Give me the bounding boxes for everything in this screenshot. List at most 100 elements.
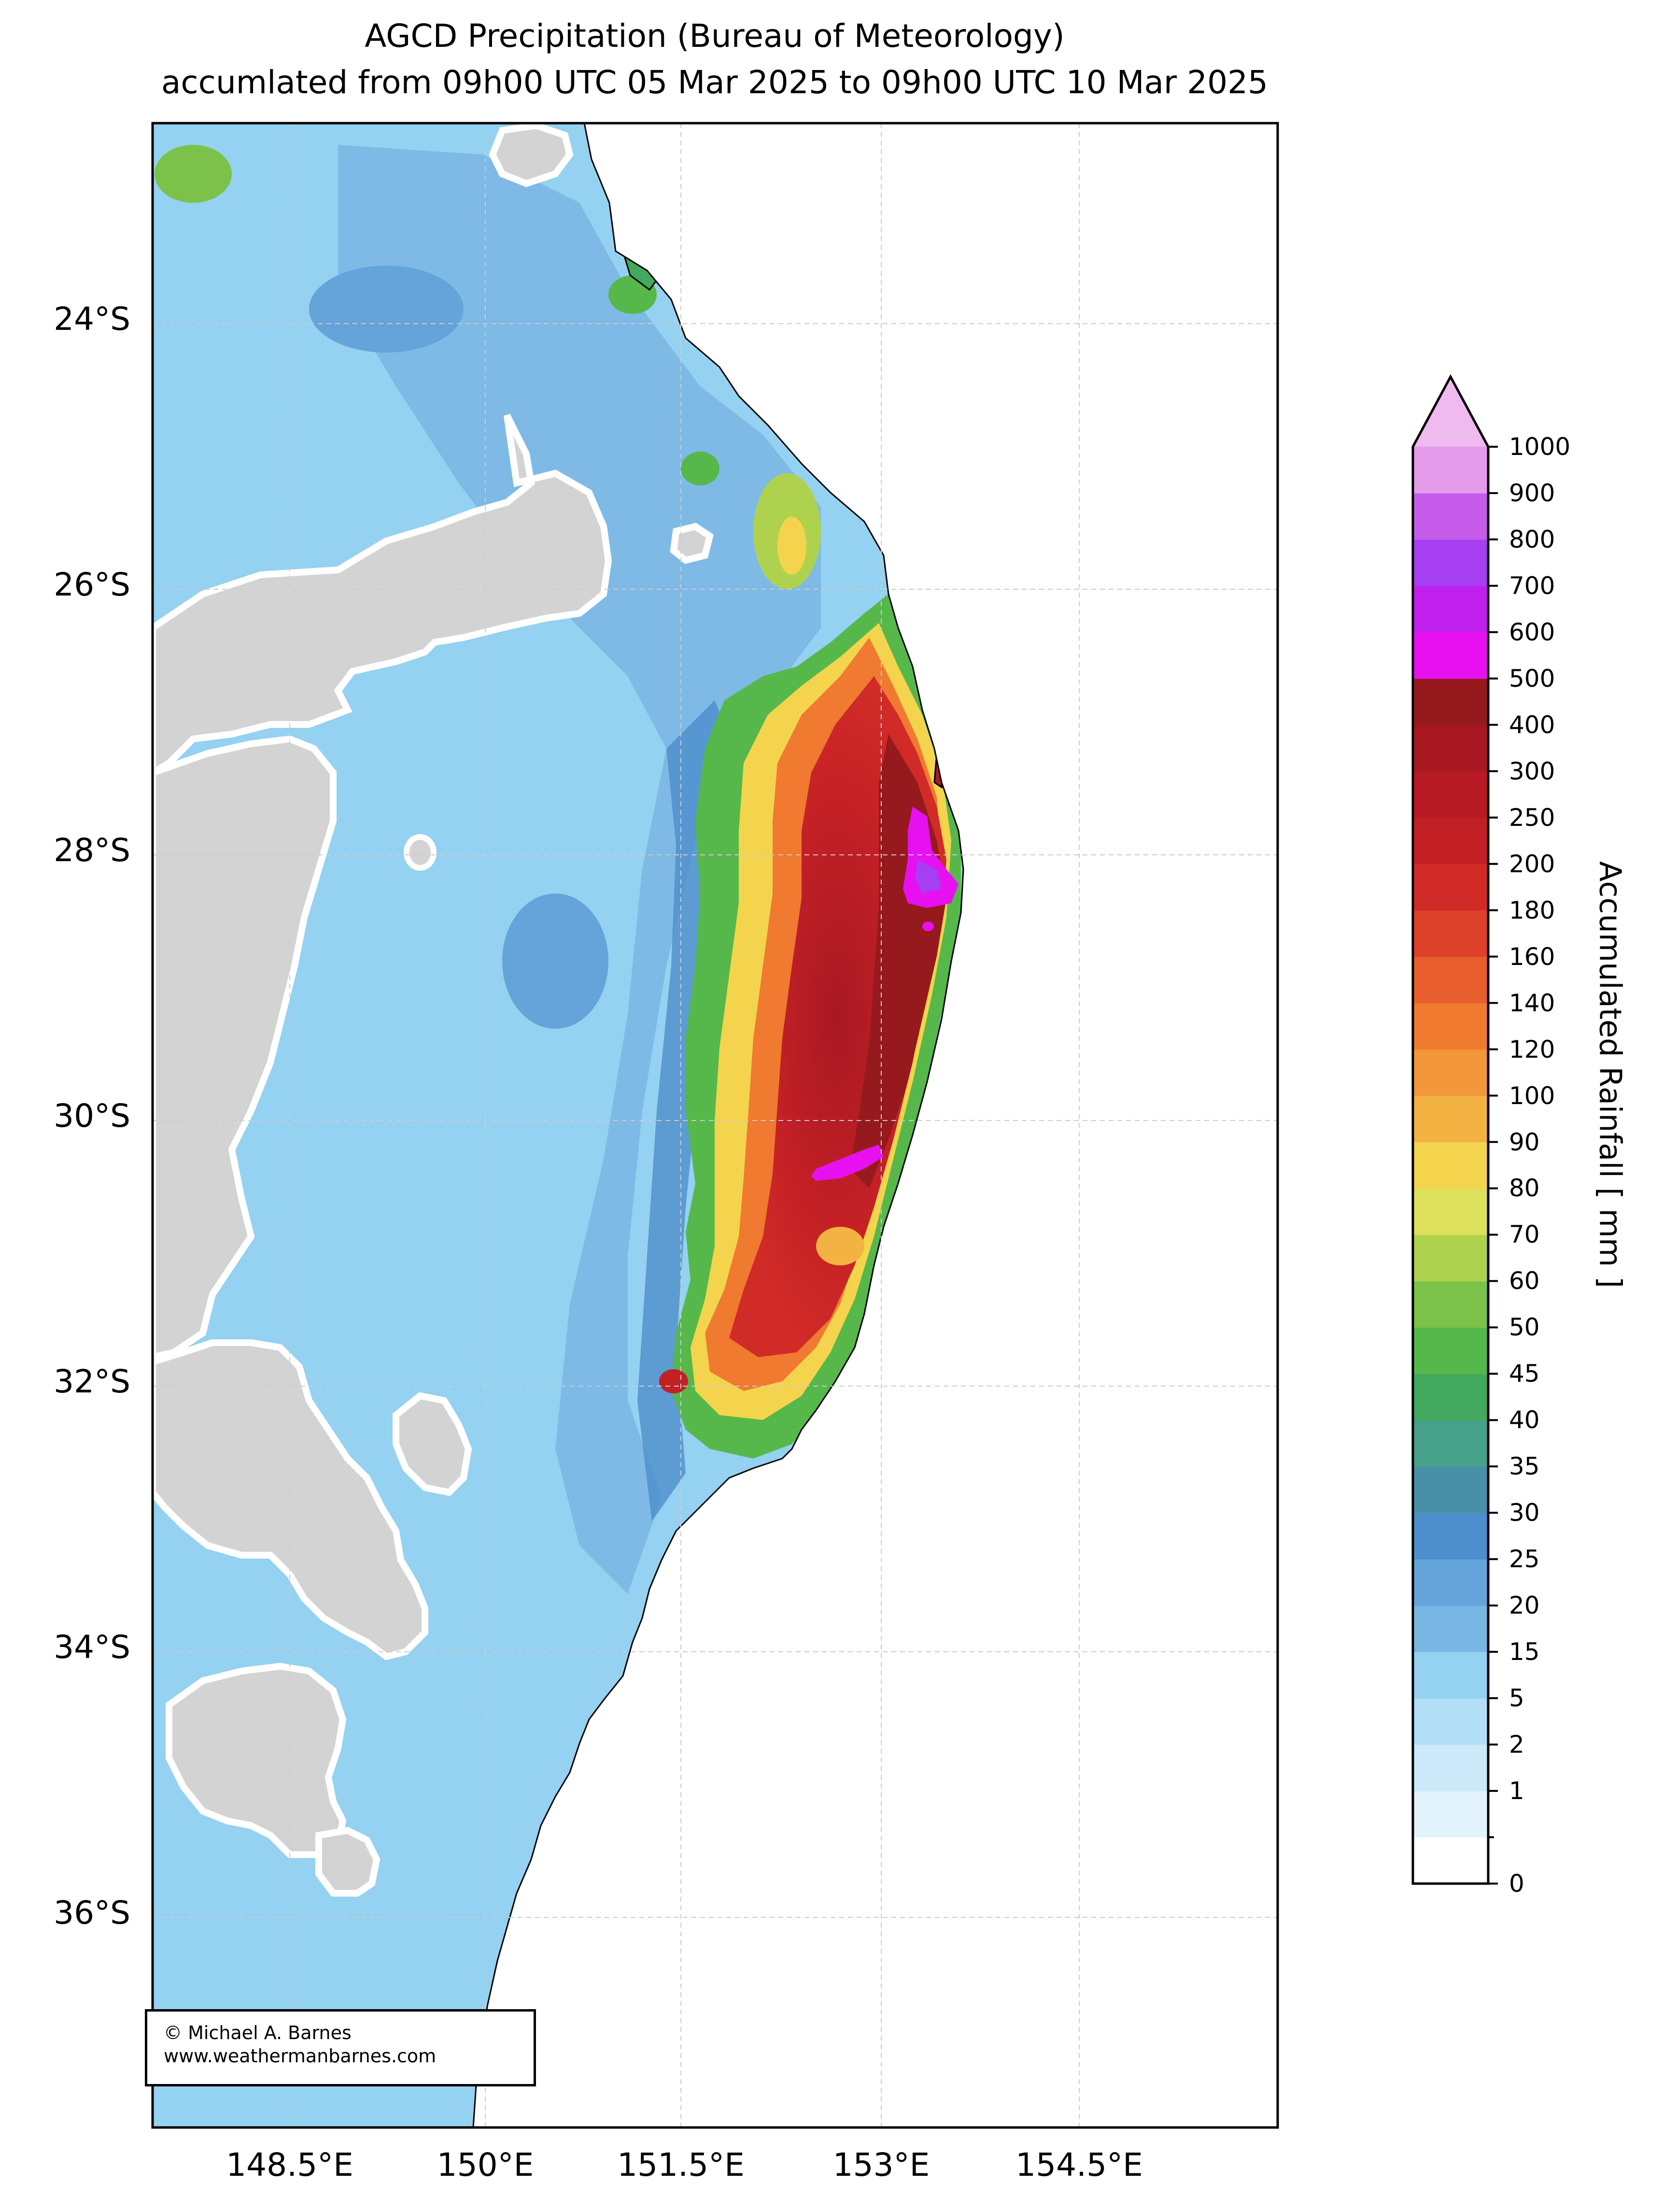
- chart-title: AGCD Precipitation (Bureau of Meteorolog…: [365, 17, 1065, 55]
- colorbar-tick-label: 80: [1509, 1174, 1540, 1203]
- colorbar-band: [1413, 771, 1488, 818]
- colorbar-tick-label: 160: [1509, 942, 1555, 971]
- rain-band-blue: [338, 145, 821, 1594]
- colorbar-tick-label: 20: [1509, 1591, 1540, 1620]
- lat-label-36s: 36°S: [54, 1894, 130, 1931]
- colorbar-tick-label: 120: [1509, 1035, 1555, 1063]
- colorbar-band: [1413, 1791, 1488, 1838]
- colorbar-band: [1413, 1188, 1488, 1235]
- rain-patch: [309, 266, 464, 353]
- colorbar-tick-label: 15: [1509, 1638, 1540, 1666]
- credit-box: © Michael A. Barnes www.weathermanbarnes…: [145, 2009, 536, 2086]
- colorbar-tick-label: 300: [1509, 757, 1555, 785]
- colorbar-band: [1413, 539, 1488, 586]
- colorbar-band: [1413, 1744, 1488, 1791]
- colorbar-band: [1413, 1698, 1488, 1745]
- colorbar-tick-label: 700: [1509, 571, 1555, 600]
- colorbar-tick-label: 35: [1509, 1452, 1540, 1481]
- colorbar-tick-label: 600: [1509, 618, 1555, 646]
- colorbar-band: [1413, 585, 1488, 633]
- lat-label-26s: 26°S: [54, 566, 130, 603]
- colorbar-tick-label: 400: [1509, 710, 1555, 739]
- colorbar-tick-label: 70: [1509, 1220, 1540, 1249]
- colorbar-band: [1413, 1281, 1488, 1328]
- colorbar-band: [1413, 956, 1488, 1004]
- masked-land-area: [153, 1339, 428, 1660]
- colorbar-tick-label: 500: [1509, 664, 1555, 693]
- colorbar-band: [1413, 1837, 1488, 1884]
- colorbar-band: [1413, 1142, 1488, 1189]
- colorbar-label: Accumulated Rainfall [ mm ]: [1593, 861, 1628, 1289]
- colorbar-band: [1413, 1513, 1488, 1560]
- colorbar-band: [1413, 1327, 1488, 1374]
- colorbar-tick-label: 100: [1509, 1081, 1555, 1110]
- lon-label-150e: 150°E: [437, 2146, 534, 2184]
- colorbar-tick-label: 50: [1509, 1313, 1540, 1342]
- colorbar-tick-label: 90: [1509, 1128, 1540, 1156]
- chart-subtitle: accumlated from 09h00 UTC 05 Mar 2025 to…: [161, 64, 1268, 101]
- colorbar-extension: [1413, 377, 1488, 447]
- colorbar-tick-label: 5: [1509, 1684, 1524, 1713]
- colorbar-band: [1413, 1049, 1488, 1096]
- masked-land-area: [153, 735, 337, 1361]
- colorbar-band: [1413, 1234, 1488, 1282]
- lon-label-153e: 153°E: [832, 2146, 930, 2184]
- colorbar-tick-label: 140: [1509, 989, 1555, 1017]
- lat-label-24s: 24°S: [54, 300, 130, 338]
- rain-patch: [777, 517, 806, 575]
- masked-land-area: [489, 123, 574, 187]
- colorbar-band: [1413, 1652, 1488, 1699]
- gridlines: [153, 123, 1278, 2127]
- lon-label-151-5e: 151.5°E: [617, 2146, 745, 2184]
- lon-label-154-5e: 154.5°E: [1015, 2146, 1143, 2184]
- colorbar-tick-label: 1: [1509, 1777, 1524, 1805]
- map-frame: [151, 122, 1279, 2129]
- colorbar-outline: [1411, 374, 1490, 1885]
- rain-patch: [155, 145, 232, 203]
- lat-label-30s: 30°S: [54, 1097, 130, 1134]
- coastline: [472, 123, 964, 2127]
- lat-label-32s: 32°S: [54, 1363, 130, 1400]
- colorbar-tick-label: 2: [1509, 1730, 1524, 1759]
- credit-author: © Michael A. Barnes: [164, 2022, 352, 2043]
- colorbar-band: [1413, 1420, 1488, 1467]
- colorbar-band: [1413, 678, 1488, 725]
- rain-patch: [681, 452, 719, 485]
- rain-patch: [502, 893, 608, 1029]
- colorbar-band: [1413, 1466, 1488, 1513]
- colorbar-tick-label: 200: [1509, 850, 1555, 878]
- rain-patch: [816, 1227, 864, 1265]
- colorbar-band: [1413, 1559, 1488, 1606]
- masked-land-area: [404, 834, 437, 871]
- masked-land-area: [315, 1827, 381, 1897]
- rain-extreme-south: [811, 1145, 884, 1181]
- rain-extreme-north-core: [915, 860, 942, 893]
- masked-land-area: [166, 1662, 347, 1858]
- colorbar-band: [1413, 724, 1488, 772]
- colorbar-tick-label: 180: [1509, 896, 1555, 924]
- colorbar-band: [1413, 493, 1488, 540]
- colorbar-tick-label: 30: [1509, 1499, 1540, 1527]
- credit-website: www.weathermanbarnes.com: [164, 2045, 437, 2067]
- colorbar-tick-label: 0: [1509, 1870, 1524, 1898]
- masked-land-area: [393, 1392, 472, 1496]
- lat-label-34s: 34°S: [54, 1629, 130, 1666]
- colorbar-band: [1413, 1095, 1488, 1143]
- colorbar-band: [1413, 910, 1488, 957]
- colorbar-tick-label: 1000: [1509, 433, 1571, 461]
- colorbar-band: [1413, 817, 1488, 865]
- rain-patch: [922, 922, 934, 931]
- colorbar-tick-label: 250: [1509, 803, 1555, 832]
- lon-label-148-5e: 148.5°E: [226, 2146, 353, 2184]
- colorbar-tick-label: 900: [1509, 479, 1555, 507]
- masked-land-area: [670, 523, 714, 564]
- colorbar-tick-label: 40: [1509, 1406, 1540, 1434]
- colorbar-band: [1413, 632, 1488, 679]
- ocean: [473, 123, 1278, 2127]
- colorbar-band: [1413, 864, 1488, 911]
- colorbar-tick-label: 25: [1509, 1545, 1540, 1574]
- colorbar-tick-label: 800: [1509, 525, 1555, 553]
- colorbar-tick-label: 45: [1509, 1360, 1540, 1388]
- colorbar-band: [1413, 447, 1488, 494]
